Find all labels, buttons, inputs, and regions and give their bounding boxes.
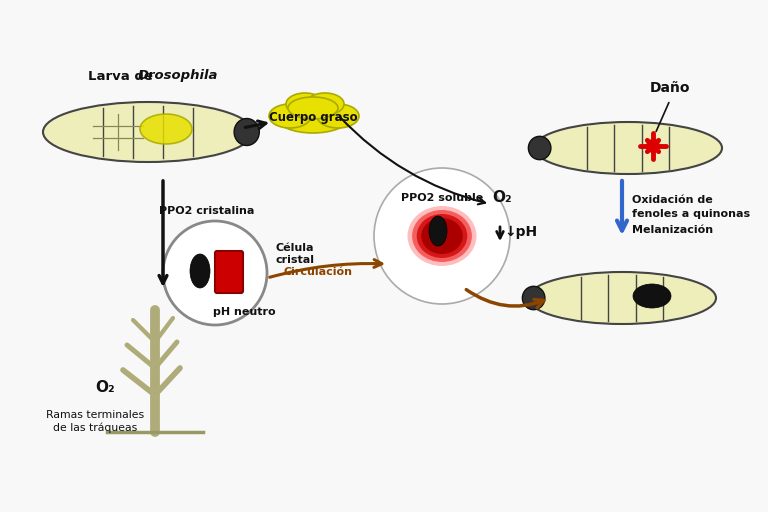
Ellipse shape — [286, 93, 324, 115]
Ellipse shape — [140, 114, 192, 144]
Text: Daño: Daño — [650, 81, 690, 95]
Ellipse shape — [234, 118, 260, 145]
Ellipse shape — [412, 210, 472, 262]
Text: pH neutro: pH neutro — [213, 307, 276, 317]
Text: PPO2 soluble: PPO2 soluble — [401, 193, 483, 203]
Circle shape — [163, 221, 267, 325]
Text: Ramas terminales: Ramas terminales — [46, 410, 144, 420]
Text: ↓pH: ↓pH — [504, 225, 537, 239]
Ellipse shape — [528, 272, 716, 324]
Text: Drosophila: Drosophila — [138, 70, 219, 82]
Ellipse shape — [269, 104, 311, 128]
Ellipse shape — [429, 216, 447, 246]
Circle shape — [646, 139, 660, 153]
Ellipse shape — [43, 102, 253, 162]
Text: Circulación: Circulación — [283, 267, 353, 277]
FancyArrowPatch shape — [466, 290, 544, 308]
Ellipse shape — [528, 136, 551, 160]
Text: Cuerpo graso: Cuerpo graso — [269, 112, 357, 124]
Ellipse shape — [306, 93, 344, 115]
Ellipse shape — [408, 206, 476, 266]
Circle shape — [374, 168, 510, 304]
FancyArrowPatch shape — [270, 260, 382, 278]
Text: O₂: O₂ — [492, 190, 511, 205]
Ellipse shape — [417, 214, 467, 258]
Text: PPO2 cristalina: PPO2 cristalina — [159, 206, 255, 216]
Text: Melanización: Melanización — [632, 225, 713, 235]
Text: fenoles a quinonas: fenoles a quinonas — [632, 209, 750, 219]
Text: Oxidación de: Oxidación de — [632, 195, 713, 205]
Ellipse shape — [190, 254, 210, 288]
FancyBboxPatch shape — [215, 251, 243, 293]
Text: O₂: O₂ — [95, 380, 115, 395]
Text: Larva de: Larva de — [88, 70, 157, 82]
Ellipse shape — [288, 97, 338, 119]
Ellipse shape — [633, 284, 671, 308]
Text: de las tráqueas: de las tráqueas — [53, 423, 137, 433]
Ellipse shape — [317, 104, 359, 128]
Ellipse shape — [522, 286, 545, 310]
Text: cristal: cristal — [275, 255, 314, 265]
Ellipse shape — [422, 218, 462, 254]
Text: Célula: Célula — [275, 243, 313, 253]
Ellipse shape — [534, 122, 722, 174]
Ellipse shape — [277, 103, 349, 133]
